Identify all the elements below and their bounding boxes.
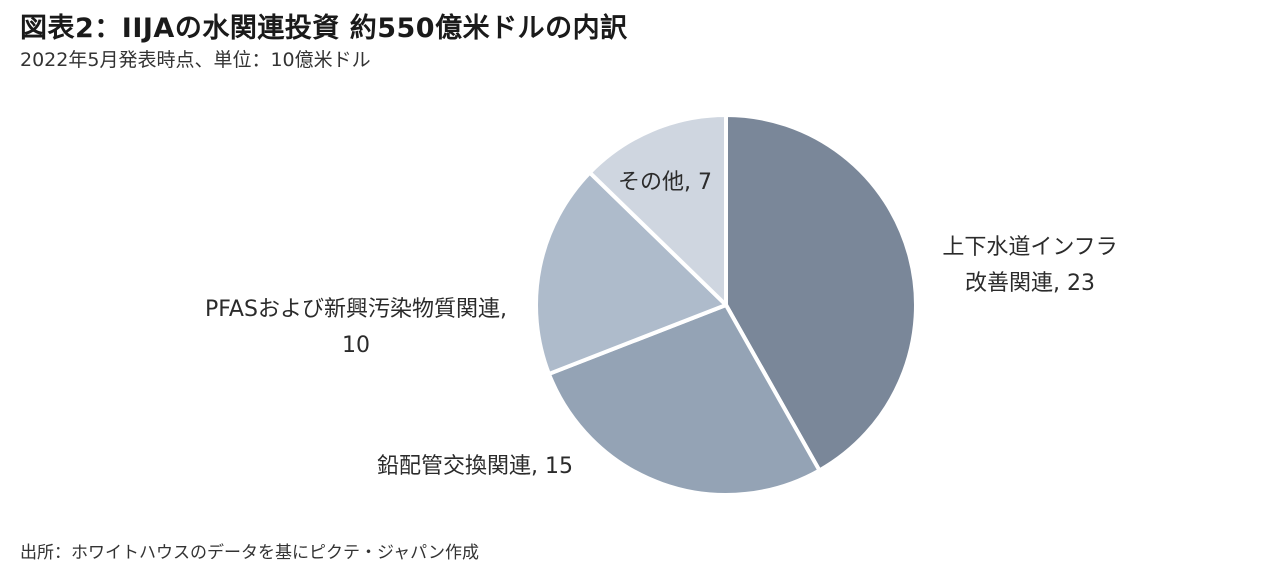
slice-label-line: その他, 7: [618, 170, 712, 195]
pie-slice: [534, 170, 728, 376]
slice-label: その他, 7: [618, 170, 712, 195]
pie-slice: [587, 113, 728, 307]
slice-label: 鉛配管交換関連, 15: [377, 454, 573, 479]
slice-label-line: 上下水道インフラ: [942, 235, 1117, 260]
source-note: 出所：ホワイトハウスのデータを基にピクテ・ジャパン作成: [20, 543, 479, 563]
slice-label: PFASおよび新興汚染物質関連, 10: [205, 297, 507, 358]
chart-subtitle: 2022年5月発表時点、単位：10億米ドル: [20, 49, 371, 71]
slice-label-line: 改善関連, 23: [965, 271, 1095, 296]
pie-slice: [724, 113, 918, 473]
slice-label-line: PFASおよび新興汚染物質関連,: [205, 297, 507, 322]
slice-label-line: 10: [342, 333, 370, 358]
pie-slice: [546, 303, 822, 497]
chart-title: 図表2：IIJAの水関連投資 約550億米ドルの内訳: [20, 13, 628, 44]
slice-label: 上下水道インフラ改善関連, 23: [942, 235, 1117, 296]
slice-label-line: 鉛配管交換関連, 15: [377, 454, 573, 479]
